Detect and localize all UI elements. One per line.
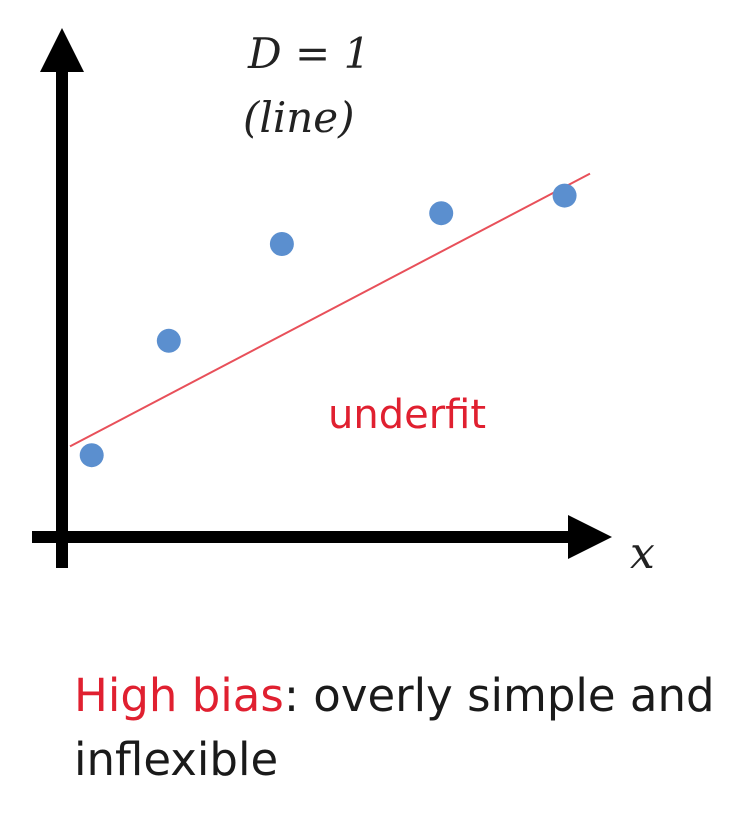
data-point [552,183,577,208]
caption: High bias: overly simple and inflexible [74,664,739,792]
data-point [429,201,454,226]
title-line-2: (line) [243,93,355,142]
x-axis-arrow [568,515,612,559]
caption-highlight: High bias [74,669,284,722]
data-point [269,232,294,256]
fit-line [69,172,591,448]
data-point [156,328,181,353]
data-point [79,443,104,468]
underfit-annotation: underfit [328,392,486,438]
y-axis-arrow [40,28,84,72]
plot-area [69,172,591,468]
x-axis-label: x [630,528,655,579]
caption-rest: : overly simple and inflexible [74,669,715,786]
title-line-1: D = 1 [247,29,370,78]
